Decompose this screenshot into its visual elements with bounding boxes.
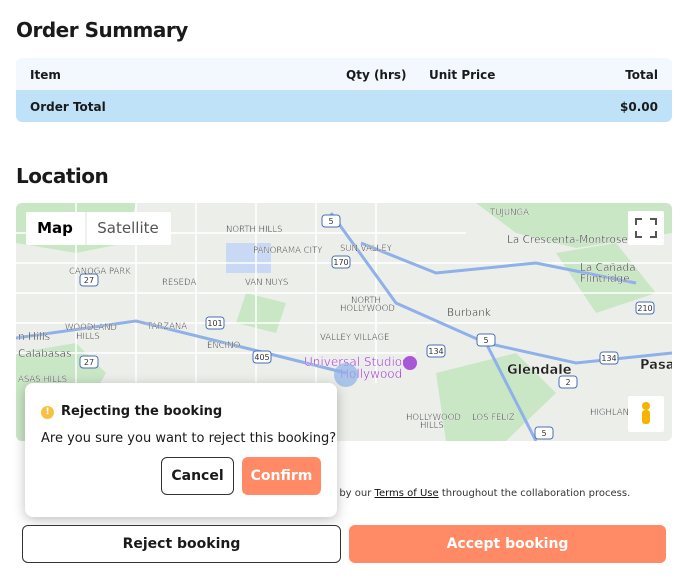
map-label: VAN NUYS: [245, 278, 288, 288]
highway-number: 170: [333, 258, 348, 267]
map-label: HOLLYWOOD: [340, 304, 395, 314]
highway-shield: [476, 333, 496, 347]
map-label: HIGHLAN: [590, 408, 629, 418]
terms-text: e by our Terms of Use throughout the col…: [22, 488, 630, 499]
fullscreen-button[interactable]: [628, 211, 664, 245]
map-label: n Hills: [18, 331, 50, 343]
map-label: PANORAMA CITY: [253, 246, 323, 256]
map-label: VALLEY VILLAGE: [320, 333, 389, 343]
map-label: LOS FELIZ: [472, 413, 515, 423]
map-label: CANOGA PARK: [69, 267, 131, 277]
dialog-message: Are you sure you want to reject this boo…: [41, 431, 337, 446]
map-label: Universal Studios: [304, 355, 408, 369]
map-label: La Crescenta-Montrose: [507, 234, 628, 246]
cancel-button[interactable]: Cancel: [161, 457, 234, 495]
highway-shield: [426, 344, 446, 358]
accept-button[interactable]: Accept booking: [349, 525, 666, 563]
map-label: ENCINO: [207, 341, 241, 351]
column-header: Item: [30, 68, 61, 82]
map-label: ASAS HILLS: [18, 375, 67, 385]
map-label: WOODLAND: [65, 323, 117, 333]
map-label: Calabasas: [18, 348, 72, 360]
map-type-button[interactable]: Map: [37, 219, 73, 237]
highway-number: 5: [483, 336, 488, 345]
map-type-button[interactable]: Satellite: [97, 219, 158, 237]
map-label: HOLLYWOOD: [406, 413, 461, 423]
terms-suffix: throughout the collaboration process.: [441, 488, 631, 499]
map-label: La Cañada: [580, 262, 636, 274]
map-label: RESEDA: [162, 278, 196, 288]
highway-shield: [79, 273, 99, 287]
map-label: Glendale: [507, 363, 572, 378]
highway-shield: [599, 351, 619, 365]
highway-number: 5: [541, 429, 546, 438]
confirm-dialog: ! Rejecting the booking Are you sure you…: [25, 383, 337, 517]
confirm-button[interactable]: Confirm: [242, 457, 321, 495]
cell: $0.00: [620, 100, 658, 114]
column-header: Qty (hrs): [346, 68, 407, 82]
highway-number: 5: [328, 217, 333, 226]
map-label: HILLS: [420, 421, 444, 431]
highway-shield: [252, 350, 272, 364]
highway-shield: [79, 355, 99, 369]
table-row: Order Total $0.00: [16, 90, 672, 122]
highway-number: 210: [637, 304, 652, 313]
highway-number: 2: [565, 378, 570, 387]
column-header: Unit Price: [429, 68, 496, 82]
cell: Order Total: [30, 100, 106, 114]
dialog-title: Rejecting the booking: [61, 404, 223, 419]
map-label: NORTH: [351, 296, 381, 306]
terms-link[interactable]: Terms of Use: [374, 488, 439, 499]
map-label: SUN VALLEY: [340, 244, 393, 254]
highway-shield: [635, 301, 655, 315]
highway-shield: [331, 255, 351, 269]
location-title: Location: [16, 164, 109, 188]
highway-shield: [205, 316, 225, 330]
map-label: Burbank: [447, 307, 492, 319]
order-summary-title: Order Summary: [16, 18, 188, 42]
highway-number: 27: [84, 276, 94, 285]
terms-prefix: e by our: [330, 488, 372, 499]
highway-number: 101: [207, 319, 222, 328]
highway-number: 405: [254, 353, 269, 362]
highway-number: 134: [601, 354, 616, 363]
highway-number: 134: [428, 347, 443, 356]
map-label: TUJUNGA: [489, 208, 529, 218]
table-header: Item Qty (hrs) Unit Price Total: [16, 58, 672, 90]
map-label: HILLS: [76, 332, 100, 342]
highway-shield: [321, 214, 341, 228]
highway-shield: [534, 426, 554, 440]
map-label: Pasa: [640, 358, 672, 373]
highway-shield: [558, 375, 578, 389]
map-label: Flintridge: [580, 273, 630, 285]
map-label: TARZANA: [146, 322, 187, 332]
reject-button[interactable]: Reject booking: [22, 525, 341, 563]
highway-number: 27: [84, 358, 94, 367]
order-table: Item Qty (hrs) Unit Price Total Order To…: [16, 58, 672, 122]
map-label: NORTH HILLS: [226, 225, 282, 235]
column-header: Total: [625, 68, 658, 82]
warning-icon: !: [41, 406, 54, 419]
